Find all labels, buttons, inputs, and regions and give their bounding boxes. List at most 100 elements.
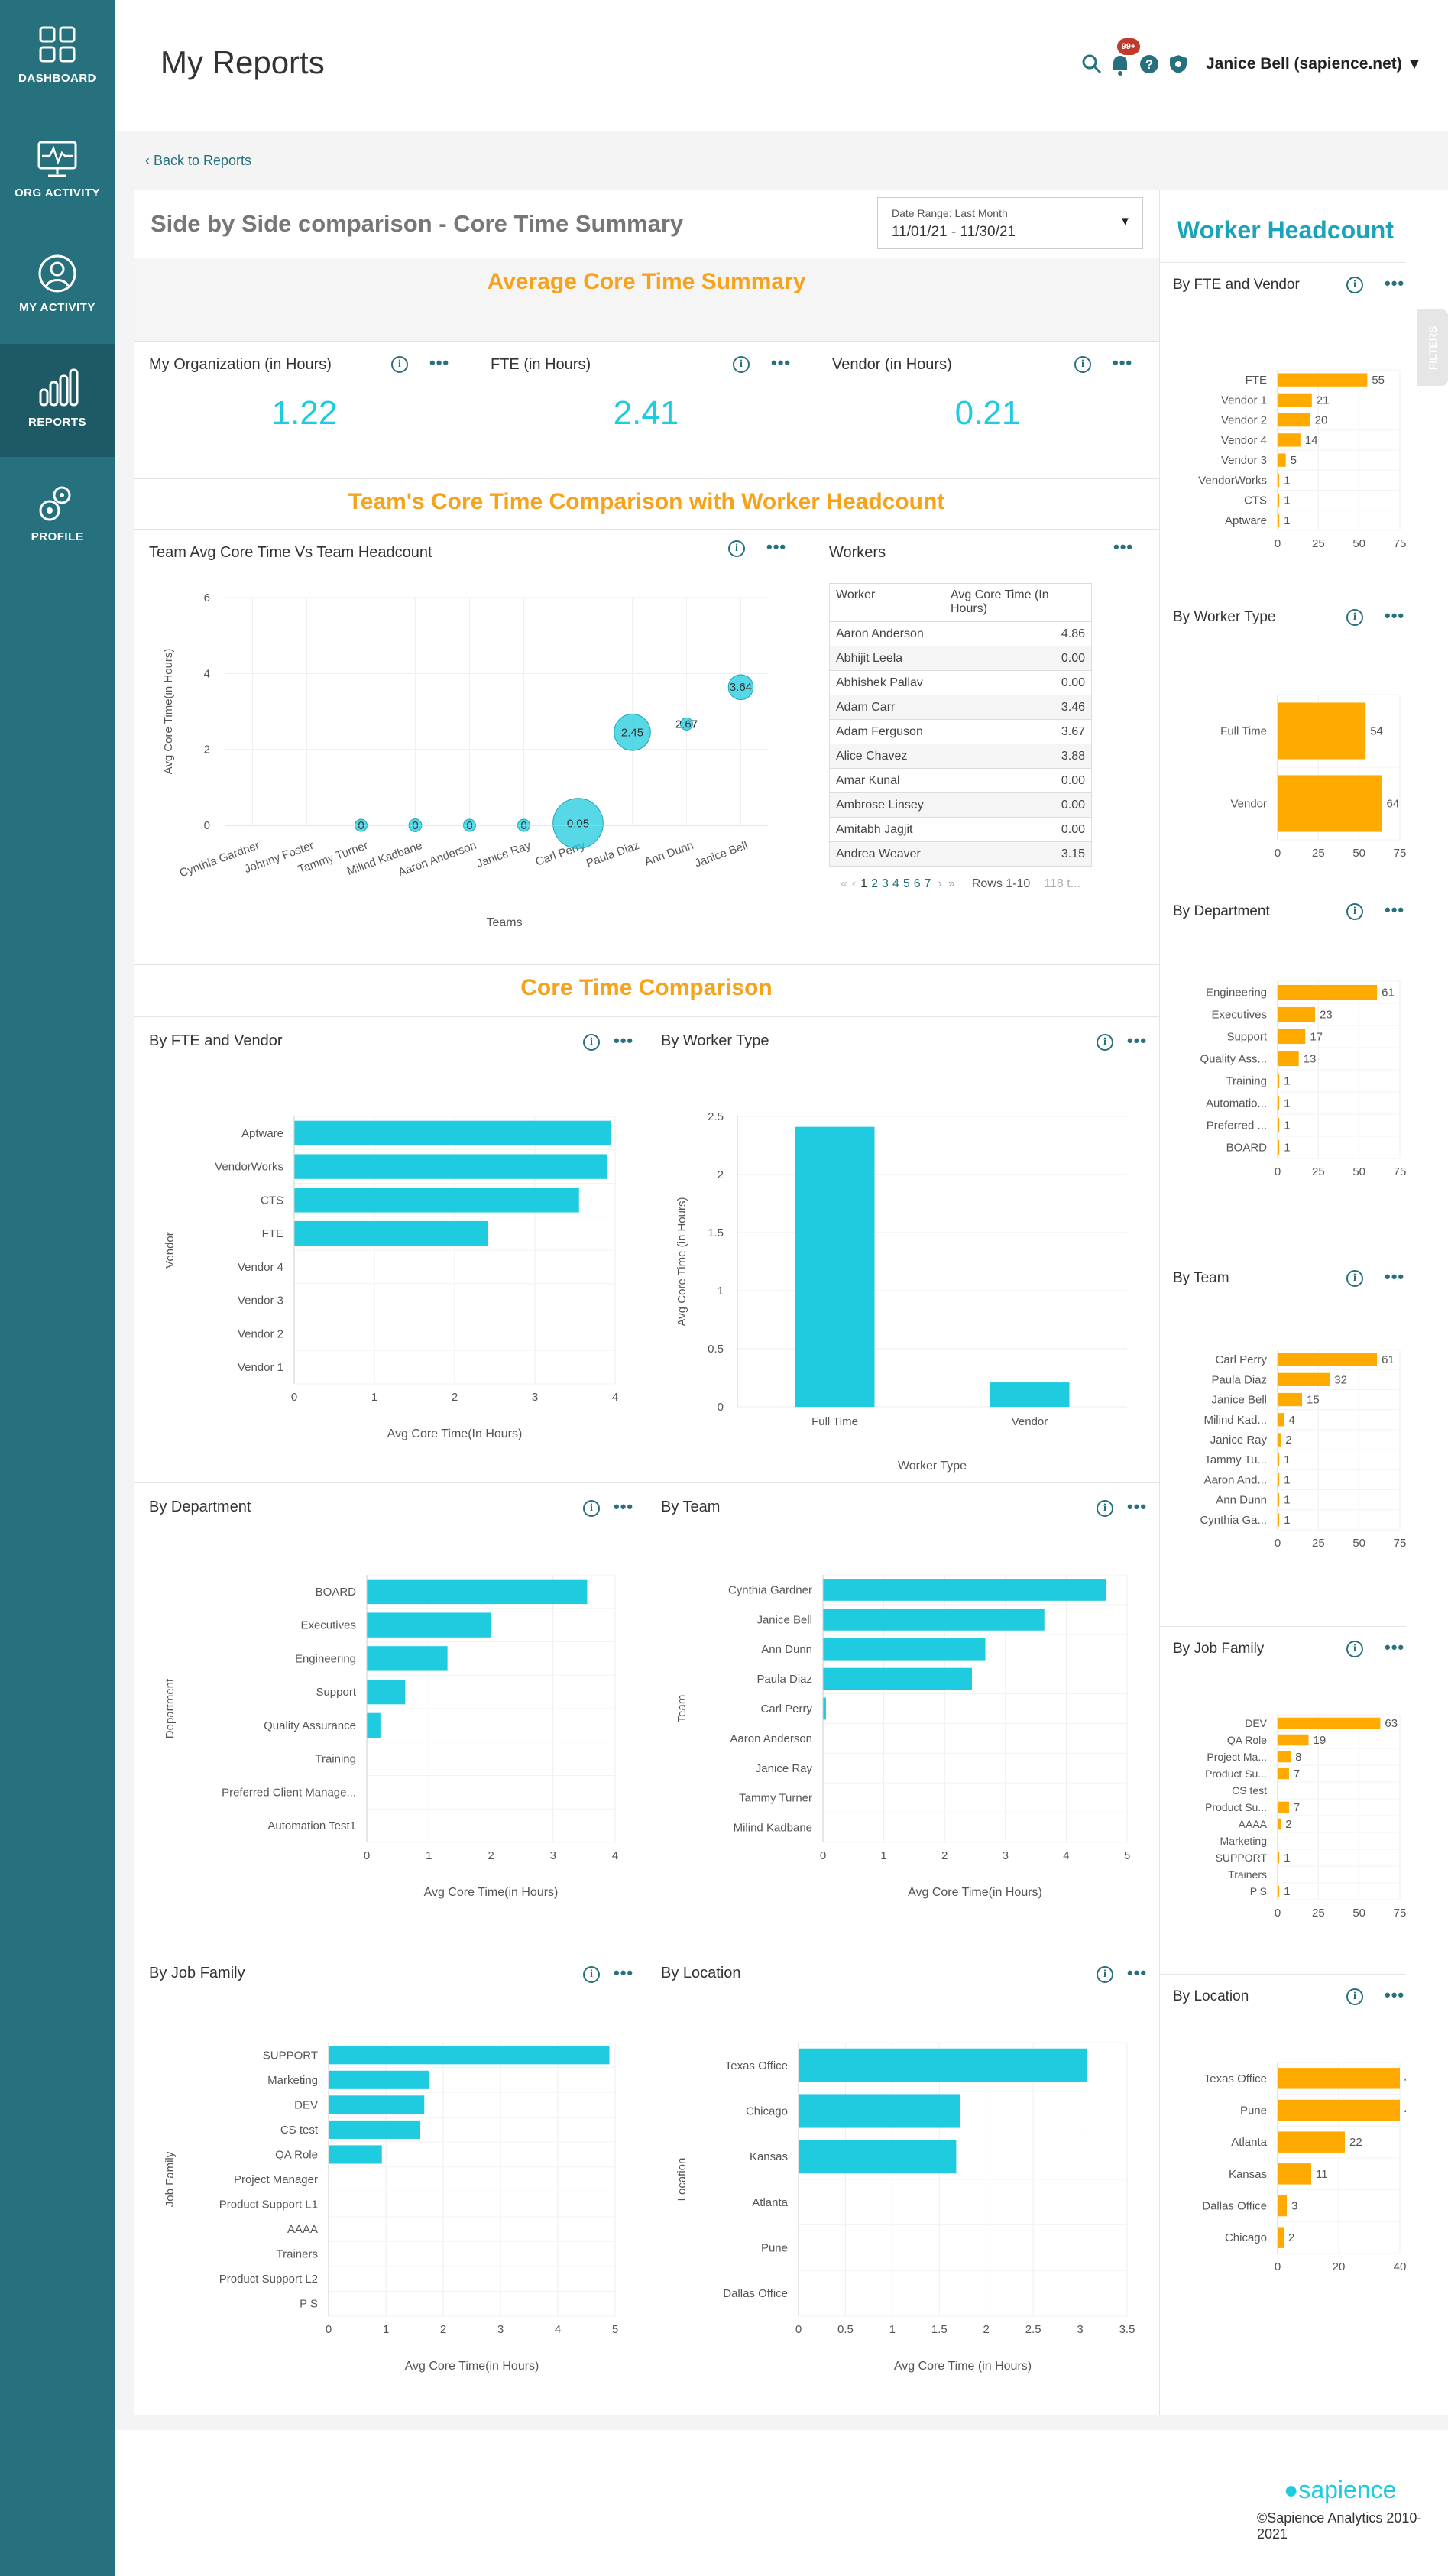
pager-nav-icon[interactable]: › xyxy=(938,877,942,890)
chart-card-job-family: By Job Family i ••• 0 1 2 3 4 5 SUPPORT Marketing D… xyxy=(134,1949,646,2415)
info-icon[interactable]: i xyxy=(583,1034,600,1051)
info-icon[interactable]: i xyxy=(733,356,750,373)
more-icon[interactable]: ••• xyxy=(1385,1638,1405,1657)
pager-nav-icon[interactable]: « xyxy=(841,877,847,890)
category-label: QA Role xyxy=(275,2148,318,2161)
bubble-point xyxy=(727,674,754,700)
pagination: « ‹ 1 2 3 4 5 6 7 › » Rows 1-10 118 t... xyxy=(841,877,1080,891)
column-header-avg-core-time[interactable]: Avg Core Time (In Hours) xyxy=(944,583,1092,622)
info-icon[interactable]: i xyxy=(728,540,745,557)
bell-icon[interactable] xyxy=(1109,53,1131,76)
more-icon[interactable]: ••• xyxy=(1113,537,1134,556)
info-icon[interactable]: i xyxy=(1346,609,1363,626)
page-number[interactable]: 5 xyxy=(902,877,910,890)
nav-my-activity[interactable]: MY ACTIVITY xyxy=(0,229,115,342)
bar xyxy=(1278,1073,1280,1089)
table-row[interactable]: Alice Chavez 3.88 xyxy=(829,744,1092,769)
shield-icon[interactable] xyxy=(1168,53,1189,75)
y-tick-label: 2.5 xyxy=(708,1110,724,1123)
more-icon[interactable]: ••• xyxy=(1127,1031,1148,1050)
page-number[interactable]: 6 xyxy=(913,877,921,890)
x-tick-label: Janice Bell xyxy=(693,839,750,870)
more-icon[interactable]: ••• xyxy=(1113,353,1133,372)
more-icon[interactable]: ••• xyxy=(1127,1963,1148,1982)
pager-nav-icon[interactable]: ‹ xyxy=(851,877,857,890)
kpi-value: 1.22 xyxy=(271,394,338,432)
search-icon[interactable] xyxy=(1081,53,1103,75)
more-icon[interactable]: ••• xyxy=(614,1031,634,1050)
more-icon[interactable]: ••• xyxy=(614,1497,634,1516)
table-row[interactable]: Aaron Anderson 4.86 xyxy=(829,621,1092,646)
info-icon[interactable]: i xyxy=(583,1500,600,1517)
category-label: Atlanta xyxy=(752,2196,788,2209)
category-label: Janice Bell xyxy=(1211,1394,1267,1407)
info-icon[interactable]: i xyxy=(1097,1966,1113,1983)
more-icon[interactable]: ••• xyxy=(771,353,792,372)
info-icon[interactable]: i xyxy=(1097,1500,1113,1517)
x-axis-label: Avg Core Time (in Hours) xyxy=(894,2360,1032,2373)
info-icon[interactable]: i xyxy=(1346,1270,1363,1287)
info-icon[interactable]: i xyxy=(1346,903,1363,920)
table-row[interactable]: Abhishek Pallav 0.00 xyxy=(829,670,1092,695)
nav-dashboard[interactable]: DASHBOARD xyxy=(0,0,115,113)
info-icon[interactable]: i xyxy=(1074,356,1091,373)
more-icon[interactable]: ••• xyxy=(429,353,450,372)
help-icon[interactable]: ? xyxy=(1139,53,1160,75)
table-row[interactable]: Adam Carr 3.46 xyxy=(829,695,1092,720)
value-label: 14 xyxy=(1305,434,1318,447)
x-tick-label: 1 xyxy=(383,2323,389,2336)
value-label: 1 xyxy=(1284,1097,1290,1110)
page-number[interactable]: 4 xyxy=(892,877,899,890)
user-menu[interactable]: Janice Bell (sapience.net) ▼ xyxy=(1206,55,1422,73)
page-number[interactable]: 7 xyxy=(924,877,931,890)
more-icon[interactable]: ••• xyxy=(1385,1267,1405,1286)
table-row[interactable]: Ambrose Linsey 0.00 xyxy=(829,792,1092,818)
table-row[interactable]: Adam Ferguson 3.67 xyxy=(829,719,1092,744)
chart-card-fte-vendor: By FTE and Vendor i ••• 0 1 2 3 4 Aptware VendorW… xyxy=(134,1016,646,1482)
back-to-reports-link[interactable]: ‹ Back to Reports xyxy=(145,153,251,169)
value-label: 32 xyxy=(1334,1373,1347,1386)
value-label: 1 xyxy=(1284,474,1290,487)
table-row[interactable]: Amar Kunal 0.00 xyxy=(829,768,1092,793)
value-label: 1 xyxy=(1284,1120,1290,1132)
worker-avg-core-time: 3.15 xyxy=(944,841,1092,867)
column-header-worker[interactable]: Worker xyxy=(829,583,944,622)
page-number[interactable]: 3 xyxy=(882,877,889,890)
x-tick-label: 2 xyxy=(440,2323,446,2336)
category-label: DEV xyxy=(294,2098,318,2111)
more-icon[interactable]: ••• xyxy=(614,1963,634,1982)
page-number[interactable]: 2 xyxy=(871,877,879,890)
value-label: 7 xyxy=(1294,1801,1300,1814)
nav-org-activity[interactable]: ORG ACTIVITY xyxy=(0,115,115,228)
dashboard-icon xyxy=(39,26,76,63)
date-range-select[interactable]: Date Range: Last Month 11/01/21 - 11/30/… xyxy=(877,197,1143,249)
table-row[interactable]: Andrea Weaver 3.15 xyxy=(829,841,1092,867)
x-tick-label: 0 xyxy=(1275,2260,1281,2273)
info-icon[interactable]: i xyxy=(1346,1988,1363,2005)
worker-avg-core-time: 0.00 xyxy=(944,792,1092,818)
more-icon[interactable]: ••• xyxy=(1385,900,1405,919)
pager-nav-icon[interactable]: » xyxy=(948,877,955,890)
nav-profile[interactable]: PROFILE xyxy=(0,458,115,572)
table-row[interactable]: Abhijit Leela 0.00 xyxy=(829,646,1092,671)
info-icon[interactable]: i xyxy=(391,356,408,373)
table-row[interactable]: Amitabh Jagjit 0.00 xyxy=(829,817,1092,842)
more-icon[interactable]: ••• xyxy=(766,537,787,556)
more-icon[interactable]: ••• xyxy=(1385,1985,1405,2004)
headcount-title: Worker Headcount xyxy=(1177,216,1394,244)
nav-reports[interactable]: REPORTS xyxy=(0,344,115,457)
info-icon[interactable]: i xyxy=(583,1966,600,1983)
info-icon[interactable]: i xyxy=(1346,277,1363,293)
page-number[interactable]: 1 xyxy=(860,877,868,890)
more-icon[interactable]: ••• xyxy=(1385,606,1405,625)
more-icon[interactable]: ••• xyxy=(1127,1497,1148,1516)
bar xyxy=(1278,2195,1287,2217)
filters-tab[interactable]: FILTERS xyxy=(1417,309,1448,386)
info-icon[interactable]: i xyxy=(1097,1034,1113,1051)
x-tick-label: Janice Ray xyxy=(475,839,533,871)
more-icon[interactable]: ••• xyxy=(1385,274,1405,293)
info-icon[interactable]: i xyxy=(1346,1641,1363,1657)
bar xyxy=(329,2095,425,2114)
value-label: 2 xyxy=(1285,1818,1291,1831)
